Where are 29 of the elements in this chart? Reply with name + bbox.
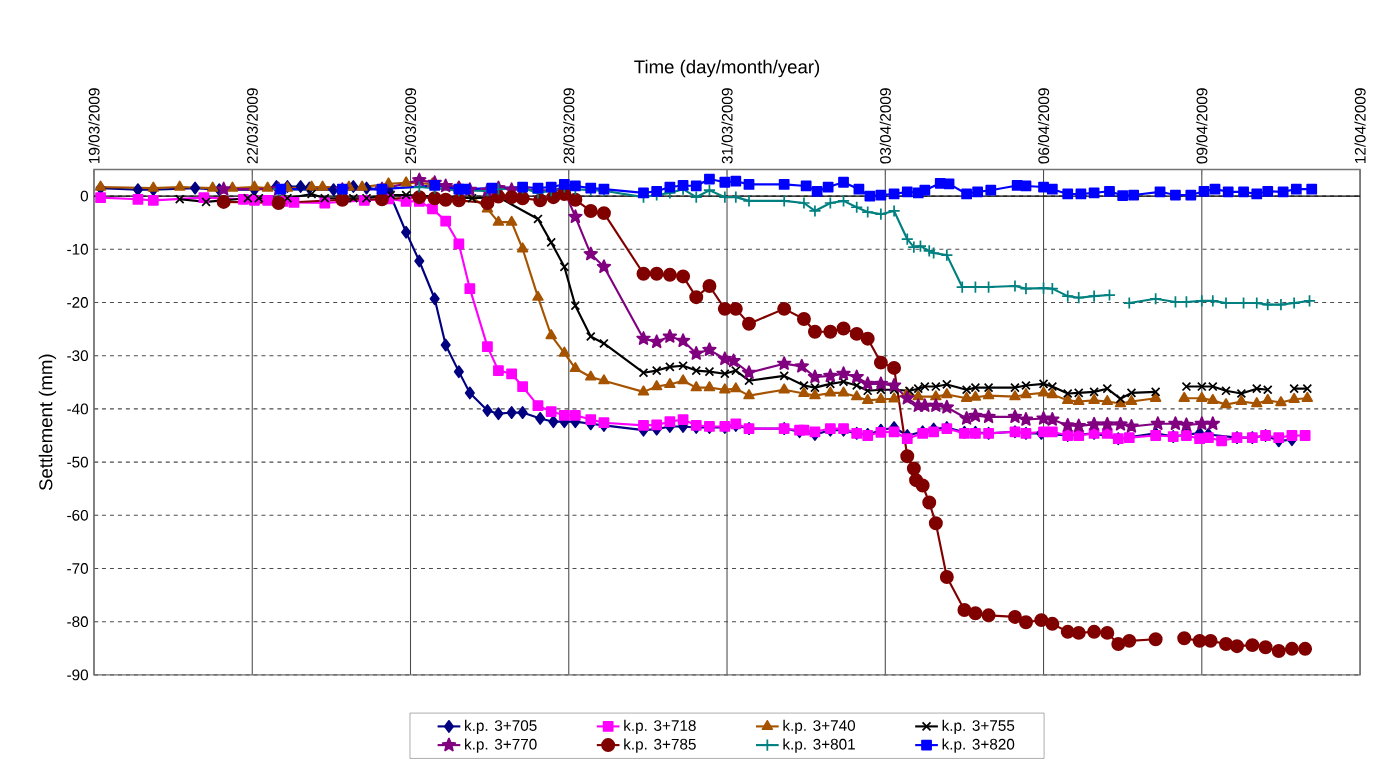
y-tick-label: -50 (67, 456, 89, 468)
x-tick-label: 22/03/2009 (246, 88, 258, 164)
x-axis-title: Time (day/month/year) (634, 60, 820, 78)
legend-label: k.p. 3+785 (624, 738, 696, 753)
x-tick-label: 28/03/2009 (563, 88, 575, 164)
x-tick-label: 12/04/2009 (1354, 88, 1366, 164)
y-tick-label: -60 (67, 510, 89, 521)
y-tick-label: -90 (67, 669, 89, 681)
y-tick-label: -80 (67, 616, 89, 628)
legend-label: k.p. 3+740 (783, 719, 856, 735)
legend-label: k.p. 3+705 (465, 719, 537, 735)
y-axis-title: Settlement (mm) (38, 354, 57, 491)
legend-label: k.p. 3+718 (624, 719, 696, 735)
legend-label: k.p. 3+770 (465, 738, 537, 753)
x-tick-label: 09/04/2009 (1196, 88, 1208, 164)
y-tick-label: -10 (67, 244, 89, 255)
y-tick-label: -20 (67, 297, 89, 309)
x-tick-label: 25/03/2009 (404, 88, 417, 164)
x-tick-label: 31/03/2009 (721, 88, 733, 164)
legend-label: k.p. 3+801 (783, 738, 855, 753)
y-tick-label: -70 (67, 563, 89, 575)
x-tick-label: 19/03/2009 (88, 88, 100, 164)
y-tick-label: 0 (80, 190, 89, 202)
y-tick-label: -30 (67, 350, 89, 362)
legend-label: k.p. 3+755 (942, 719, 1015, 735)
x-tick-label: 06/04/2009 (1037, 88, 1050, 164)
x-tick-label: 03/04/2009 (879, 88, 891, 164)
legend-label: k.p. 3+820 (942, 738, 1015, 753)
y-tick-label: -40 (67, 403, 89, 415)
